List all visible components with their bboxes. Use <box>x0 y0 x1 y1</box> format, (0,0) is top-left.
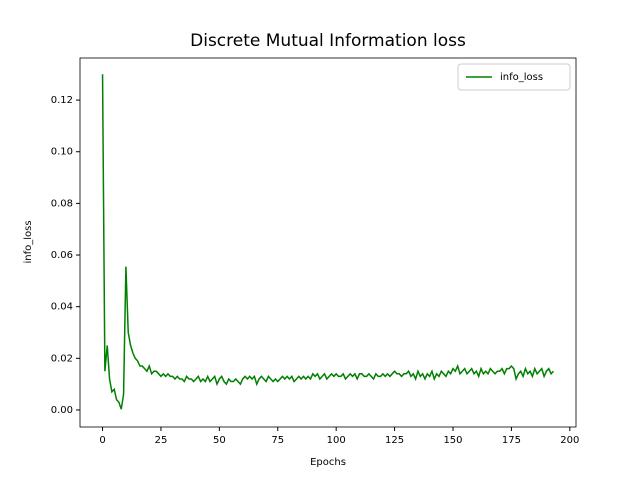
x-tick-label: 0 <box>99 435 105 446</box>
y-tick-label: 0.04 <box>51 302 73 313</box>
x-tick-label: 200 <box>560 435 579 446</box>
y-axis-label: info_loss <box>23 220 34 263</box>
y-tick-label: 0.08 <box>51 198 73 209</box>
legend-box <box>457 63 571 91</box>
x-tick-label: 175 <box>502 435 521 446</box>
y-tick-label: 0.02 <box>51 353 73 364</box>
chart-title: Discrete Mutual Information loss <box>190 31 466 51</box>
line-series <box>101 74 555 410</box>
x-tick-label: 150 <box>443 435 462 446</box>
x-tick-label: 50 <box>213 435 226 446</box>
x-tick-label: 100 <box>327 435 346 446</box>
y-tick-label: 0.12 <box>51 95 73 106</box>
legend-label: info_loss <box>500 72 543 83</box>
y-tick-label: 0.10 <box>51 147 73 158</box>
y-tick-label: 0.06 <box>51 250 73 261</box>
x-tick-label: 125 <box>385 435 404 446</box>
x-axis-label: Epochs <box>310 457 346 468</box>
plot-frame <box>79 57 577 428</box>
y-tick-label: 0.00 <box>51 405 73 416</box>
x-tick-label: 75 <box>271 435 284 446</box>
x-tick-label: 25 <box>155 435 168 446</box>
